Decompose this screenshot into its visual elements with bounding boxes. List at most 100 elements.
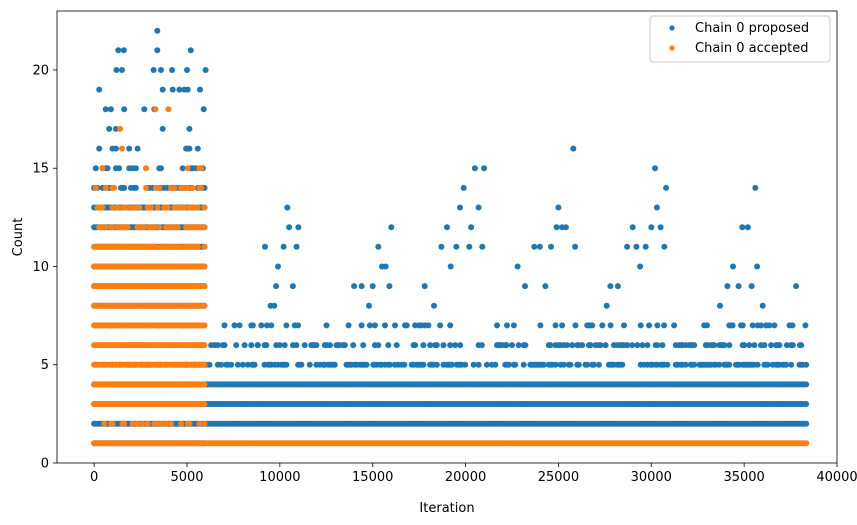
data-point <box>494 322 500 329</box>
data-point <box>184 86 191 93</box>
data-point <box>416 322 423 329</box>
data-point <box>234 361 241 368</box>
data-point <box>457 204 463 211</box>
data-point <box>153 243 159 250</box>
data-point <box>475 204 482 211</box>
data-point <box>194 243 201 250</box>
data-point <box>559 322 566 329</box>
data-point <box>184 67 190 73</box>
data-point <box>724 283 731 290</box>
data-point <box>515 342 522 349</box>
legend: Chain 0 proposed Chain 0 accepted <box>649 15 831 63</box>
data-point <box>194 204 201 211</box>
data-point <box>126 145 133 152</box>
y-tick-label: 15 <box>32 162 49 177</box>
data-point <box>646 322 653 329</box>
data-point <box>109 224 116 231</box>
data-point <box>569 342 576 349</box>
data-point <box>201 243 208 250</box>
data-point <box>433 342 440 349</box>
data-point <box>448 361 455 368</box>
data-point <box>629 224 636 231</box>
data-point <box>741 342 748 349</box>
data-point <box>560 361 567 368</box>
data-point <box>590 361 597 368</box>
data-point <box>206 361 213 368</box>
data-point <box>112 145 119 152</box>
data-point <box>124 224 131 231</box>
data-point <box>483 361 490 368</box>
data-point <box>134 145 141 152</box>
data-point <box>453 243 460 250</box>
data-point <box>201 263 208 270</box>
data-point <box>214 342 221 349</box>
y-tick-label: 5 <box>41 358 49 373</box>
data-point <box>221 342 228 349</box>
data-point <box>567 361 574 368</box>
data-point <box>369 283 376 290</box>
data-point <box>196 420 203 427</box>
data-point <box>754 263 761 270</box>
data-point <box>717 302 723 309</box>
data-point <box>652 165 658 172</box>
data-point <box>505 361 512 368</box>
data-point <box>796 342 803 349</box>
data-point <box>726 342 733 349</box>
data-point <box>186 125 193 132</box>
data-point <box>624 243 631 250</box>
data-point <box>479 243 486 250</box>
data-point <box>244 361 251 368</box>
x-tick-label: 25000 <box>538 470 579 485</box>
data-point <box>572 243 579 250</box>
data-point <box>171 184 178 191</box>
data-point <box>371 322 378 329</box>
data-point <box>537 322 544 329</box>
data-point <box>184 184 191 191</box>
data-point <box>729 322 736 329</box>
data-point <box>249 361 255 368</box>
data-point <box>385 342 392 349</box>
data-point <box>174 224 181 231</box>
data-point <box>186 145 193 152</box>
data-point <box>109 204 116 211</box>
data-point <box>431 302 437 309</box>
data-point <box>522 283 528 290</box>
data-point <box>592 342 599 349</box>
data-point <box>771 322 778 329</box>
data-point <box>789 322 796 329</box>
data-point <box>136 204 143 211</box>
legend-box <box>649 15 831 63</box>
data-point <box>109 420 116 427</box>
data-point <box>536 243 543 250</box>
data-point <box>375 243 382 250</box>
data-point <box>783 361 790 368</box>
data-point <box>661 322 668 329</box>
data-point <box>471 165 478 172</box>
data-point <box>258 322 265 329</box>
data-point <box>158 420 164 427</box>
x-axis-label: Iteration <box>419 501 474 516</box>
data-point <box>165 106 172 113</box>
data-point <box>562 224 569 231</box>
data-point <box>607 283 614 290</box>
data-point <box>148 204 154 211</box>
data-point <box>248 342 255 349</box>
data-point <box>202 67 209 73</box>
data-point <box>425 322 432 329</box>
data-point <box>198 165 205 172</box>
data-point <box>739 224 746 231</box>
data-point <box>283 361 290 368</box>
data-point <box>466 243 473 250</box>
data-point <box>233 342 240 349</box>
data-point <box>115 47 122 54</box>
data-point <box>447 263 454 270</box>
data-point <box>275 263 281 270</box>
data-point <box>520 361 527 368</box>
data-point <box>382 322 388 329</box>
data-point <box>350 342 357 349</box>
x-tick-label: 20000 <box>445 470 486 485</box>
data-point <box>735 283 742 290</box>
data-point <box>462 361 469 368</box>
